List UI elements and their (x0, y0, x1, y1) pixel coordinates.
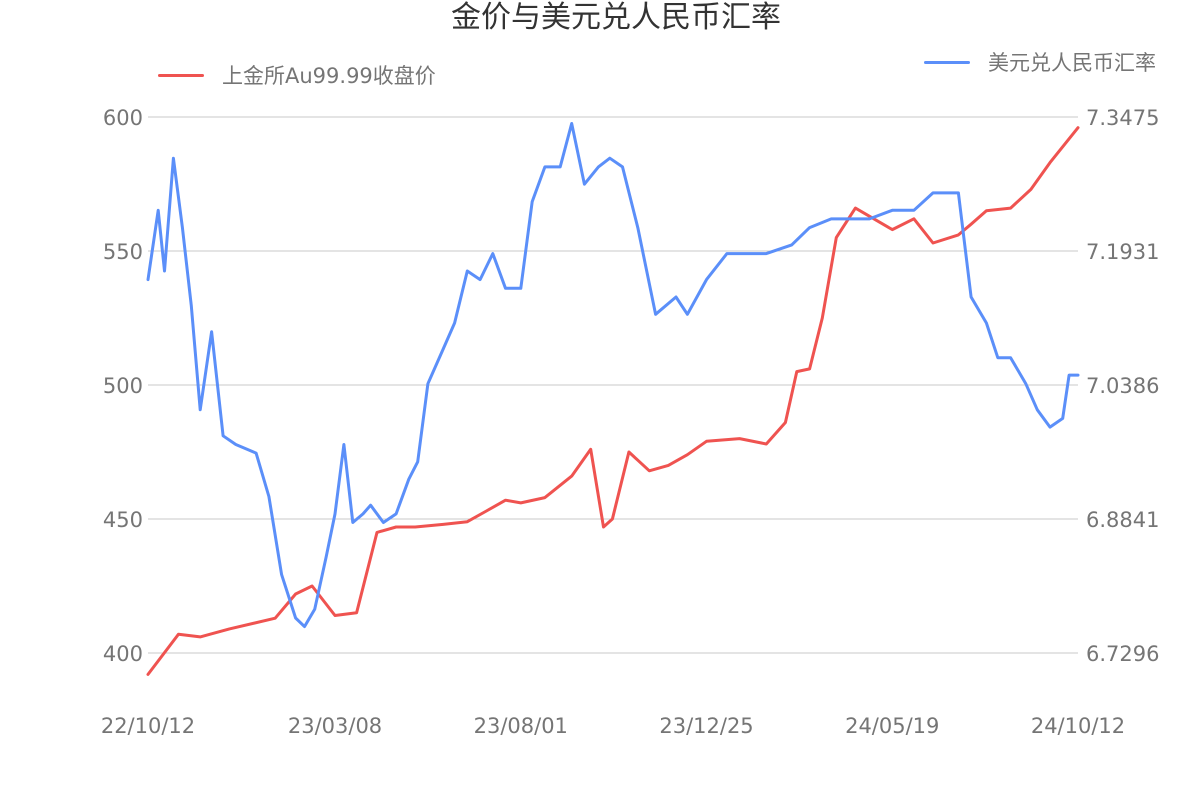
y-left-tick-2: 500 (103, 374, 143, 398)
legend-gold-label: 上金所Au99.99收盘价 (222, 64, 436, 88)
series-line-usd-cny (146, 122, 1080, 629)
y-right-tick-3: 7.1931 (1086, 240, 1159, 264)
y-right-tick-0: 6.7296 (1086, 642, 1159, 666)
y-left-tick-4: 600 (103, 106, 143, 130)
legend-gold-price[interactable]: 上金所Au99.99收盘价 (158, 60, 436, 90)
y-left-tick-3: 550 (103, 240, 143, 264)
legend-gold-swatch (158, 73, 204, 77)
legend-usd-label: 美元兑人民币汇率 (988, 51, 1156, 75)
series-line-gold-price (146, 126, 1080, 676)
x-tick-5: 24/10/12 (1031, 714, 1125, 738)
y-left-tick-0: 400 (103, 642, 143, 666)
legend-usd-cny[interactable]: 美元兑人民币汇率 (924, 47, 1156, 77)
x-tick-1: 23/03/08 (288, 714, 382, 738)
y-left-tick-1: 450 (103, 508, 143, 532)
x-tick-3: 23/12/25 (659, 714, 753, 738)
chart-title: 金价与美元兑人民币汇率 (451, 0, 781, 35)
legend-usd-swatch (924, 60, 970, 64)
y-right-tick-1: 6.8841 (1086, 508, 1159, 532)
x-tick-4: 24/05/19 (845, 714, 939, 738)
y-right-tick-4: 7.3475 (1086, 106, 1159, 130)
y-right-tick-2: 7.0386 (1086, 374, 1159, 398)
x-tick-2: 23/08/01 (474, 714, 568, 738)
x-tick-0: 22/10/12 (101, 714, 195, 738)
